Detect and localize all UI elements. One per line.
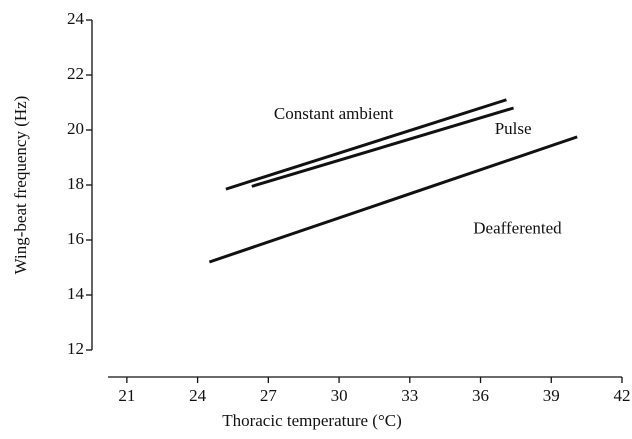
- y-tick-label: 22: [67, 64, 84, 83]
- series-line: [251, 106, 514, 188]
- x-tick-label: 42: [614, 386, 631, 405]
- series-line: [225, 98, 507, 191]
- y-axis-label: Wing-beat frequency (Hz): [11, 96, 30, 275]
- x-tick-label: 36: [472, 386, 489, 405]
- y-tick-label: 18: [67, 174, 84, 193]
- series-line: [208, 135, 578, 264]
- y-tick-label: 24: [67, 9, 85, 28]
- y-tick-label: 20: [67, 119, 84, 138]
- y-tick-label: 12: [67, 339, 84, 358]
- x-axis-label: Thoracic temperature (°C): [222, 411, 402, 430]
- series-label: Pulse: [495, 119, 532, 138]
- y-tick-label: 14: [67, 284, 85, 303]
- x-tick-label: 21: [118, 386, 135, 405]
- x-tick-label: 24: [189, 386, 207, 405]
- x-tick-label: 33: [401, 386, 418, 405]
- y-tick-label: 16: [67, 229, 84, 248]
- series-label: Constant ambient: [274, 104, 394, 123]
- x-tick-label: 39: [543, 386, 560, 405]
- series-label: Deafferented: [473, 218, 562, 237]
- x-tick-label: 27: [260, 386, 278, 405]
- x-tick-label: 30: [331, 386, 348, 405]
